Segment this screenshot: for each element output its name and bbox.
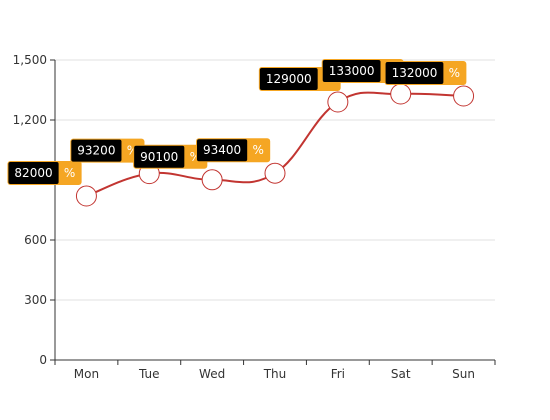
x-tick-label: Thu [263,367,287,381]
data-label-suffix-box [443,62,466,84]
y-tick-label: 300 [24,293,47,307]
data-label: 129000% [258,67,341,91]
data-label-value: 90100 [140,150,178,164]
y-tick-label: 1,500 [13,53,47,67]
x-tick-label: Fri [331,367,345,381]
data-label: 93200% [70,138,145,163]
data-label-suffix: % [252,143,263,157]
data-label-value: 133000 [329,64,375,78]
axes: 0 300 600 1,200 1,500 Mon Tue Wed Thu Fri Sat Sun [13,53,496,381]
data-label-suffix: % [127,144,138,158]
grid-lines [55,59,495,301]
data-point [264,162,286,184]
data-point [201,169,223,191]
data-label-value-box [134,145,185,168]
data-point [390,83,412,105]
data-label-value-box [197,139,248,162]
series [75,83,475,207]
data-label-suffix-box [58,162,81,184]
data-label-suffix: % [64,166,75,180]
data-label-value-box [322,60,381,82]
data-label-value-box [259,68,318,90]
x-tick-label: Wed [199,367,225,381]
data-label-value-box [71,139,122,162]
data-label: 90100% [133,144,208,169]
data-label-value: 93200 [77,144,115,158]
data-label-suffix-box [247,139,270,162]
data-label-suffix: % [449,66,460,80]
data-label-value: 129000 [266,72,312,86]
data-label-suffix: % [190,150,201,164]
data-point [75,185,97,207]
data-label-value: 132000 [392,66,438,80]
y-tick-label: 0 [39,353,47,367]
data-point [453,85,475,107]
x-tick-label: Tue [138,367,160,381]
x-tick-label: Sat [391,367,411,381]
data-label-value: 82000 [14,166,52,180]
x-tick-label: Mon [74,367,99,381]
y-tick-label: 1,200 [13,113,47,127]
data-label-value: 93400 [203,143,241,157]
data-label: 132000% [384,61,467,85]
data-label: 93400% [196,138,271,163]
data-point [327,91,349,113]
data-label-value-box [385,62,444,84]
data-labels: 82000%93200%90100%93400%129000%133000%13… [7,59,467,185]
y-tick-label: 600 [24,233,47,247]
data-label: 82000% [7,161,82,185]
x-tick-label: Sun [452,367,475,381]
data-label-value-box [8,162,59,184]
